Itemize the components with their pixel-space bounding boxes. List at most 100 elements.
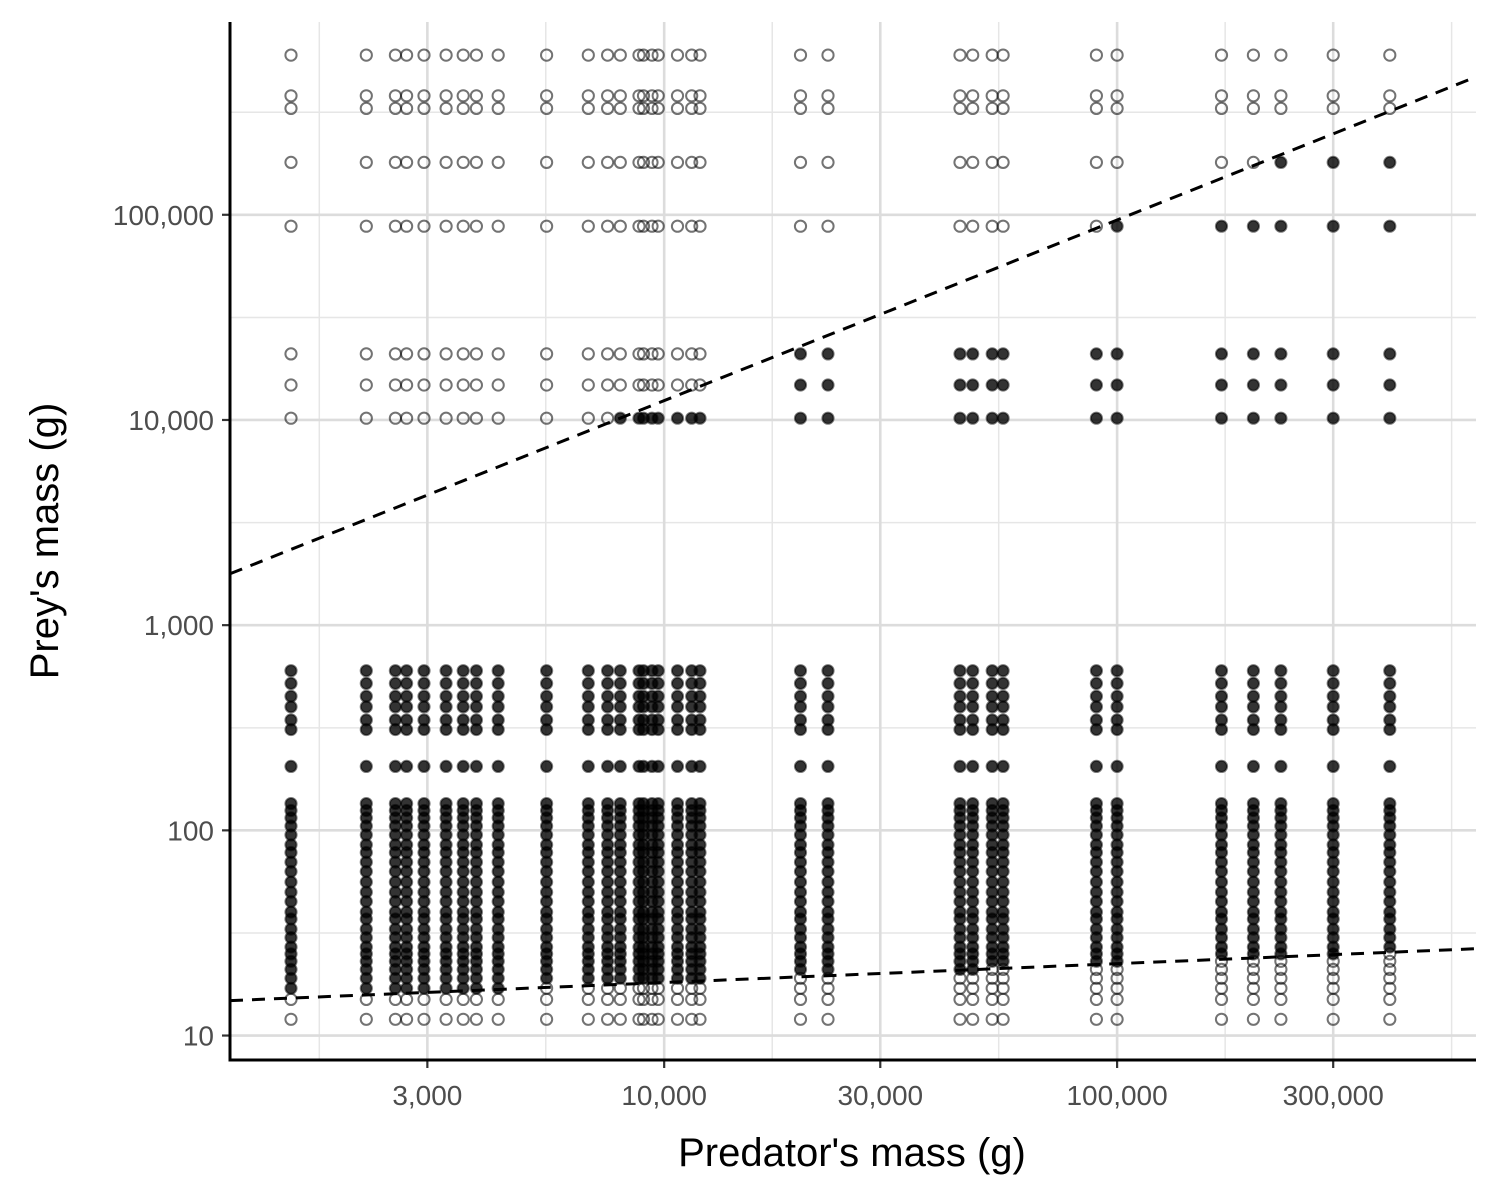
data-point-filled	[1383, 378, 1397, 392]
data-point-filled	[581, 676, 595, 691]
data-point-open	[966, 101, 980, 116]
data-point-open	[456, 347, 470, 361]
data-point-open	[417, 347, 431, 361]
data-point-open	[685, 347, 699, 361]
data-point-open	[400, 101, 414, 116]
data-point-open	[613, 378, 627, 392]
data-point-open	[540, 347, 554, 361]
data-point-open	[1274, 1012, 1288, 1026]
data-point-filled	[469, 797, 483, 811]
x-tick-label: 10,000	[621, 1080, 707, 1111]
data-point-filled	[670, 797, 685, 811]
data-point-open	[456, 155, 470, 169]
data-point-filled	[1326, 219, 1340, 233]
data-point-filled	[400, 664, 414, 678]
data-point-open	[693, 155, 707, 169]
data-point-open	[685, 219, 699, 233]
data-point-open	[540, 1012, 554, 1026]
data-point-filled	[966, 689, 980, 703]
data-point-open	[388, 1012, 402, 1026]
data-point-open	[636, 101, 651, 116]
data-point-filled	[417, 664, 431, 678]
x-tick-label: 100,000	[1066, 1080, 1167, 1111]
data-point-open	[1246, 981, 1261, 995]
data-point-filled	[469, 689, 483, 703]
data-point-filled	[1110, 689, 1124, 703]
data-point-filled	[581, 713, 595, 727]
data-point-open	[953, 981, 967, 995]
data-point-filled	[966, 378, 980, 392]
data-point-open	[1326, 962, 1340, 977]
data-point-filled	[821, 797, 835, 811]
data-point-open	[388, 378, 402, 392]
data-point-open	[645, 89, 659, 103]
data-point-filled	[1110, 713, 1124, 727]
data-point-open	[953, 992, 967, 1007]
data-point-filled	[1274, 713, 1288, 727]
data-point-open	[821, 89, 835, 103]
data-point-open	[1274, 971, 1288, 985]
data-point-filled	[1383, 347, 1397, 361]
data-point-filled	[613, 689, 627, 703]
data-point-open	[491, 378, 505, 392]
data-point-open	[581, 1012, 595, 1026]
data-point-filled	[821, 713, 835, 727]
data-point-open	[1274, 962, 1288, 977]
data-point-filled	[284, 797, 298, 811]
data-point-open	[491, 219, 505, 233]
data-point-filled	[1089, 411, 1104, 425]
data-point-filled	[1274, 797, 1288, 811]
data-point-filled	[1326, 155, 1340, 169]
data-point-open	[953, 89, 967, 103]
data-point-filled	[1326, 689, 1340, 703]
data-point-filled	[821, 664, 835, 678]
data-point-filled	[491, 759, 505, 774]
data-point-open	[966, 89, 980, 103]
data-point-open	[1089, 971, 1104, 985]
data-point-open	[417, 101, 431, 116]
data-point-filled	[439, 713, 453, 727]
data-point-filled	[456, 689, 470, 703]
data-point-open	[996, 101, 1010, 116]
data-point-open	[491, 347, 505, 361]
data-point-open	[670, 378, 685, 392]
data-point-filled	[400, 689, 414, 703]
data-point-filled	[1246, 219, 1261, 233]
data-point-open	[1214, 971, 1229, 985]
data-point-open	[284, 155, 298, 169]
data-point-open	[670, 1012, 685, 1026]
data-point-filled	[651, 797, 665, 811]
data-point-open	[601, 155, 615, 169]
data-point-open	[651, 378, 665, 392]
data-point-filled	[1246, 797, 1261, 811]
data-point-filled	[613, 713, 627, 727]
data-point-filled	[1383, 664, 1397, 678]
data-point-filled	[540, 713, 554, 727]
data-point-filled	[670, 759, 685, 774]
data-point-filled	[491, 676, 505, 691]
x-axis-title: Predator's mass (g)	[678, 1131, 1026, 1175]
data-point-open	[670, 89, 685, 103]
data-point-open	[636, 155, 651, 169]
data-point-filled	[821, 347, 835, 361]
data-point-open	[985, 992, 999, 1007]
data-point-open	[417, 219, 431, 233]
data-point-open	[456, 992, 470, 1007]
data-point-filled	[953, 689, 967, 703]
data-point-filled	[400, 797, 414, 811]
data-point-open	[388, 48, 402, 62]
data-point-filled	[540, 797, 554, 811]
data-point-open	[693, 219, 707, 233]
data-point-filled	[1246, 676, 1261, 691]
data-point-filled	[581, 797, 595, 811]
data-point-open	[439, 219, 453, 233]
data-point-filled	[1089, 713, 1104, 727]
y-tick-label: 100	[167, 815, 214, 846]
y-tick-label: 100,000	[113, 200, 214, 231]
data-point-open	[1326, 971, 1340, 985]
data-point-open	[1246, 48, 1261, 62]
data-point-filled	[491, 664, 505, 678]
data-point-filled	[1274, 411, 1288, 425]
data-point-open	[1214, 48, 1229, 62]
